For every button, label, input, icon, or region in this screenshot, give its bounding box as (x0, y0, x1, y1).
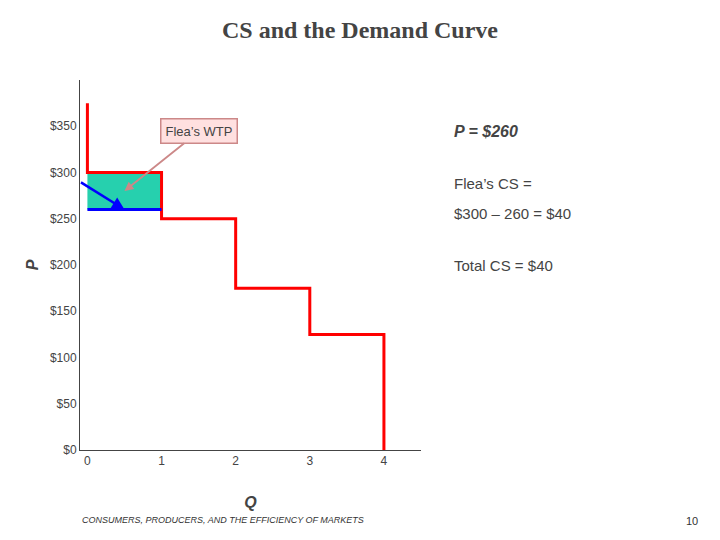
svg-text:$300 – 260 = $40: $300 – 260 = $40 (454, 205, 571, 222)
svg-text:P: P (24, 259, 41, 270)
svg-text:1: 1 (158, 454, 165, 468)
svg-text:$350: $350 (50, 119, 77, 133)
svg-text:$100: $100 (50, 351, 77, 365)
svg-text:CONSUMERS, PRODUCERS, AND THE: CONSUMERS, PRODUCERS, AND THE EFFICIENCY… (82, 515, 364, 525)
svg-text:$300: $300 (50, 166, 77, 180)
svg-text:0: 0 (84, 454, 91, 468)
svg-text:$0: $0 (63, 443, 77, 457)
svg-text:Total CS = $40: Total CS = $40 (454, 257, 553, 274)
svg-text:$150: $150 (50, 304, 77, 318)
svg-text:CS and the Demand Curve: CS and the Demand Curve (222, 17, 498, 43)
svg-text:Flea’s WTP: Flea’s WTP (166, 124, 233, 139)
svg-text:10: 10 (686, 515, 698, 527)
svg-text:4: 4 (381, 454, 388, 468)
svg-text:$250: $250 (50, 212, 77, 226)
svg-text:3: 3 (306, 454, 313, 468)
svg-text:$200: $200 (50, 258, 77, 272)
svg-text:Flea’s CS =: Flea’s CS = (454, 175, 532, 192)
svg-text:2: 2 (232, 454, 239, 468)
svg-text:P = $260: P = $260 (454, 123, 518, 140)
svg-text:Q: Q (244, 494, 257, 511)
svg-text:$50: $50 (57, 397, 77, 411)
